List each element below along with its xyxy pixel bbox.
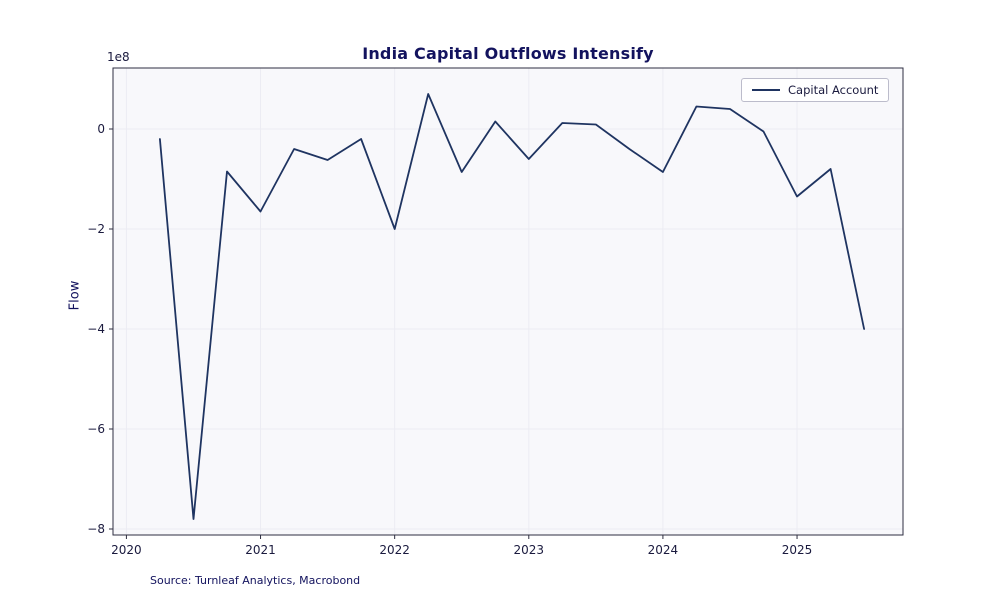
y-tick-label: −8: [87, 522, 105, 536]
y-axis-label: Flow: [67, 280, 83, 311]
x-tick-label: 2020: [111, 543, 142, 557]
x-tick-label: 2022: [379, 543, 410, 557]
chart-title: India Capital Outflows Intensify: [362, 44, 654, 63]
plot-background: [113, 68, 903, 535]
y-tick-label: −6: [87, 422, 105, 436]
x-tick-label: 2023: [514, 543, 545, 557]
x-tick-label: 2021: [245, 543, 276, 557]
series-line-capital-account: [158, 93, 865, 520]
axes-frame: [112, 67, 904, 536]
y-tick-label: 0: [97, 122, 105, 136]
legend-label: Capital Account: [788, 83, 879, 97]
y-axis-offset-label: 1e8: [107, 50, 130, 64]
y-tick-label: −2: [87, 222, 105, 236]
y-tick-label: −4: [87, 322, 105, 336]
legend-line-sample: [752, 89, 780, 91]
x-tick-label: 2024: [648, 543, 679, 557]
legend: Capital Account: [741, 78, 890, 102]
source-text: Source: Turnleaf Analytics, Macrobond: [150, 574, 361, 587]
x-tick-label: 2025: [782, 543, 813, 557]
